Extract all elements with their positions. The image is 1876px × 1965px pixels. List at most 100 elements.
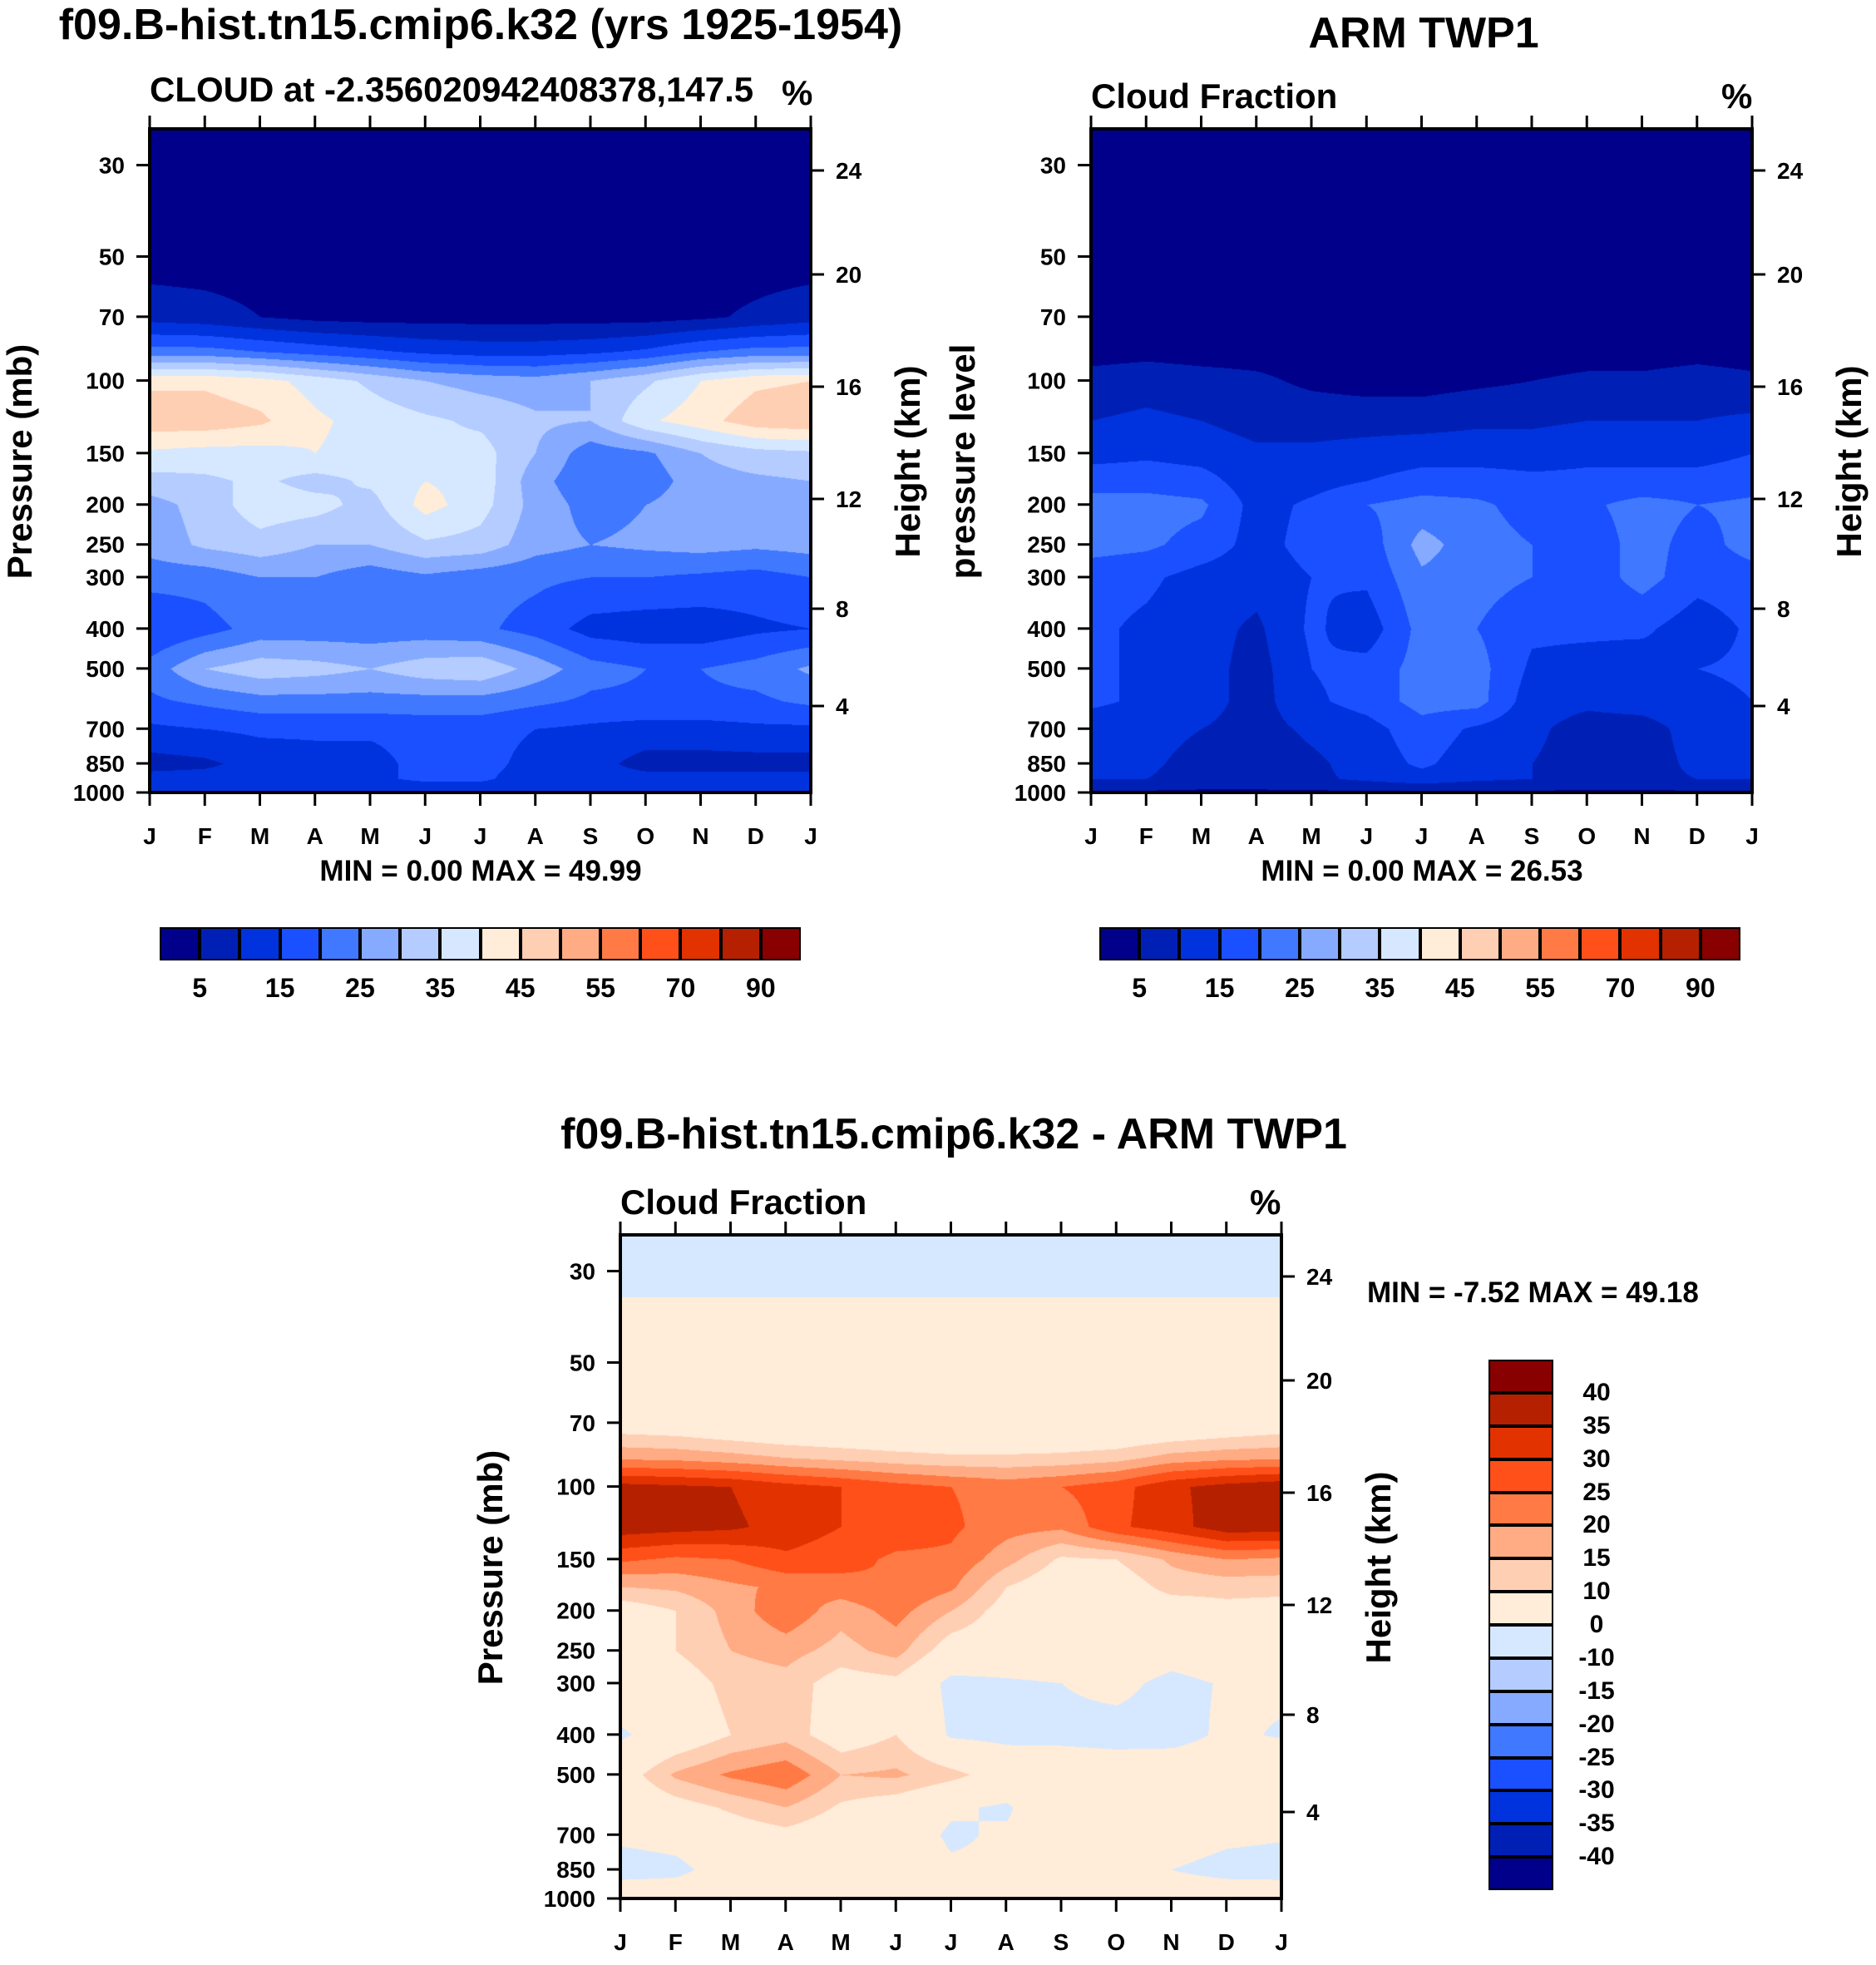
pressure-label: 70 <box>99 304 125 330</box>
month-label: J <box>1415 823 1429 849</box>
colorbar-box <box>160 927 200 960</box>
colorbar-box <box>1139 927 1180 960</box>
month-label: N <box>692 823 708 849</box>
axes-group: J F M A M J J A S O N D J 30 50 70 100 150 200 250 300 400 500… <box>544 1222 1333 1955</box>
pressure-label: 150 <box>1027 441 1066 467</box>
panel2-contour-plot: J F M A M J J A S O N D J 30 50 70 100 150 200 250 300 400 500… <box>1015 116 1804 849</box>
panel3-subtitle: Cloud Fraction <box>620 1182 867 1222</box>
height-label: 20 <box>836 262 861 288</box>
month-label: M <box>831 1929 850 1955</box>
pressure-label: 200 <box>1027 492 1066 518</box>
month-label: O <box>636 823 654 849</box>
colorbar-label: -40 <box>1578 1843 1615 1871</box>
month-label: S <box>1054 1929 1069 1955</box>
colorbar-box <box>1459 927 1500 960</box>
colorbar-box <box>760 927 801 960</box>
height-label: 20 <box>1777 262 1803 288</box>
colorbar-label: 35 <box>425 973 456 1003</box>
contour-fill <box>150 129 811 792</box>
colorbar-label: -35 <box>1578 1809 1615 1838</box>
contour-fill <box>620 1235 1281 1898</box>
colorbar-label: 30 <box>1582 1444 1611 1473</box>
colorbar-box <box>680 927 721 960</box>
pressure-label: 50 <box>1040 244 1066 269</box>
month-label: N <box>1633 823 1650 849</box>
colorbar-label: 55 <box>1525 973 1555 1003</box>
pressure-label: 300 <box>86 565 125 590</box>
pressure-label: 50 <box>99 244 125 269</box>
colorbar-box <box>1488 1757 1553 1791</box>
month-label: D <box>1218 1929 1235 1955</box>
colorbar-box <box>560 927 601 960</box>
height-label: 24 <box>1306 1264 1333 1290</box>
colorbar-box <box>1488 1558 1553 1592</box>
colorbar-box <box>1488 1625 1553 1658</box>
panel1-subtitle: CLOUD at -2.356020942408378,147.5 <box>150 70 754 109</box>
month-label: J <box>1745 823 1759 849</box>
month-label: O <box>1107 1929 1125 1955</box>
colorbar-label: -10 <box>1578 1643 1615 1671</box>
pressure-label: 50 <box>570 1350 595 1375</box>
colorbar-box <box>1419 927 1460 960</box>
colorbar-box <box>1488 1492 1553 1526</box>
pressure-label: 500 <box>1027 656 1066 682</box>
colorbar-box <box>480 927 521 960</box>
pressure-label: 300 <box>556 1671 595 1696</box>
pressure-label: 150 <box>556 1547 595 1572</box>
colorbar-box <box>640 927 681 960</box>
pressure-label: 100 <box>86 368 125 394</box>
colorbar-label: 25 <box>345 973 375 1003</box>
month-label: J <box>474 823 487 849</box>
colorbar-box <box>1580 927 1621 960</box>
plot-axes: J F M A M J J A S O N D J 30 50 70 100 150 200 250 300 400 500… <box>544 1222 1333 1955</box>
month-label: F <box>669 1929 683 1955</box>
colorbar-label: 70 <box>1605 973 1636 1003</box>
pressure-label: 500 <box>86 656 125 682</box>
pressure-label: 250 <box>556 1638 595 1664</box>
panel2-title: ARM TWP1 <box>1308 9 1539 57</box>
month-label: J <box>1360 823 1373 849</box>
colorbar-label: 15 <box>264 973 295 1003</box>
month-label: A <box>307 823 323 849</box>
colorbar-label: 90 <box>746 973 776 1003</box>
pressure-label: 850 <box>1027 751 1066 777</box>
colorbar-box <box>279 927 320 960</box>
panel1-units: % <box>782 73 813 112</box>
month-label: J <box>418 823 432 849</box>
month-label: F <box>198 823 212 849</box>
panel2-units: % <box>1721 77 1753 116</box>
panel2-minmax: MIN = 0.00 MAX = 26.53 <box>1261 855 1583 887</box>
month-label: J <box>1275 1929 1288 1955</box>
plot-axes: J F M A M J J A S O N D J 30 50 70 100 150 200 250 300 400 500… <box>73 116 862 849</box>
colorbar-box <box>1488 1525 1553 1559</box>
panel1-ylabel: Pressure (mb) <box>0 343 39 580</box>
panel1-minmax: MIN = 0.00 MAX = 49.99 <box>319 855 642 887</box>
pressure-label: 850 <box>556 1857 595 1883</box>
height-label: 4 <box>1306 1800 1320 1825</box>
colorbar-box <box>1488 1790 1553 1824</box>
pressure-label: 300 <box>1027 565 1066 590</box>
colorbar-label: 25 <box>1285 973 1315 1003</box>
colorbar-box <box>400 927 441 960</box>
pressure-label: 30 <box>570 1259 595 1285</box>
plot-frame <box>148 127 812 794</box>
colorbar-label: 70 <box>665 973 696 1003</box>
pressure-label: 400 <box>1027 616 1066 642</box>
colorbar-box <box>1488 1691 1553 1725</box>
pressure-label: 1000 <box>544 1886 595 1912</box>
panel2-subtitle: Cloud Fraction <box>1091 77 1338 116</box>
colorbar-label: 25 <box>1582 1478 1611 1506</box>
colorbar-label: 45 <box>1444 973 1475 1003</box>
month-label: S <box>583 823 599 849</box>
panel2-ylabel: pressure level <box>943 343 982 580</box>
colorbar-box <box>1259 927 1300 960</box>
pressure-label: 150 <box>86 441 125 467</box>
height-label: 8 <box>1777 596 1790 622</box>
month-label: J <box>889 1929 902 1955</box>
pressure-label: 30 <box>99 153 125 179</box>
month-label: J <box>143 823 156 849</box>
colorbar-box <box>1488 1824 1553 1858</box>
month-label: O <box>1577 823 1596 849</box>
colorbar-box <box>1488 1392 1553 1426</box>
colorbar-box <box>1488 1459 1553 1493</box>
